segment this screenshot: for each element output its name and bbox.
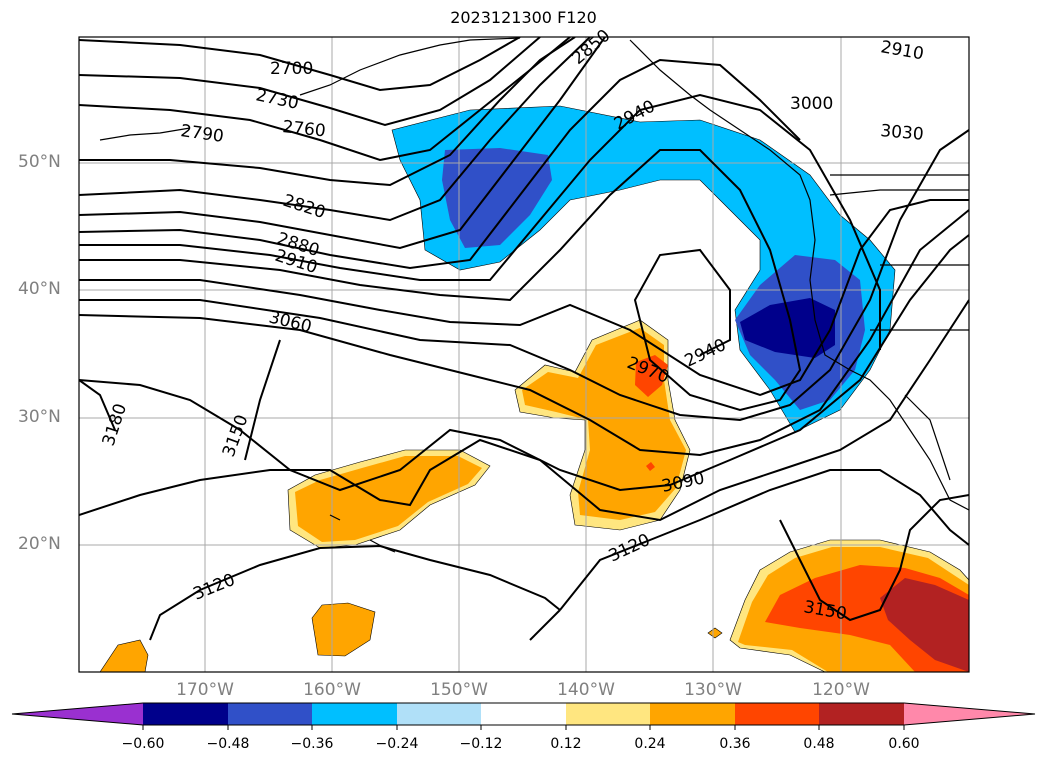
positive-region-medium bbox=[522, 328, 686, 520]
lon-label: 120°W bbox=[812, 680, 870, 700]
contour-label: 3120 bbox=[190, 570, 238, 605]
contour-label: 3120 bbox=[606, 530, 654, 566]
colorbar-bin bbox=[397, 703, 481, 725]
colorbar-bin bbox=[143, 703, 228, 725]
contour-label: 2850 bbox=[568, 26, 614, 69]
map-frame bbox=[78, 36, 970, 673]
lon-label: 140°W bbox=[557, 680, 615, 700]
colorbar-tick-label: −0.48 bbox=[206, 736, 250, 752]
contour-label: 2910 bbox=[879, 37, 925, 64]
contour-label: 3060 bbox=[267, 307, 314, 337]
lon-label: 160°W bbox=[303, 680, 361, 700]
colorbar-tick-label: 0.24 bbox=[634, 736, 666, 752]
colorbar-tick-label: 0.60 bbox=[888, 736, 920, 752]
shading-layer bbox=[99, 105, 969, 672]
colorbar-bin bbox=[735, 703, 819, 725]
lon-label: 150°W bbox=[430, 680, 488, 700]
colorbar-bin bbox=[312, 703, 397, 725]
colorbar-tick-label: −0.60 bbox=[121, 736, 165, 752]
map-title: 2023121300 F120 bbox=[450, 8, 597, 27]
contour-label: 2730 bbox=[254, 85, 300, 114]
colorbar-bin bbox=[228, 703, 312, 725]
positive-region-medium bbox=[311, 602, 376, 657]
contour-label: 2820 bbox=[280, 191, 327, 223]
negative-region-dark bbox=[740, 298, 835, 358]
contour-label: 3180 bbox=[99, 401, 131, 448]
positive-region-strong bbox=[635, 355, 668, 397]
positive-region-strong bbox=[646, 462, 655, 471]
colorbar-tick-label: −0.36 bbox=[290, 736, 334, 752]
positive-region-medium bbox=[99, 639, 149, 672]
lat-label: 20°N bbox=[18, 534, 61, 554]
contour-label: 2790 bbox=[179, 121, 225, 147]
colorbar bbox=[11, 702, 1036, 730]
colorbar-tick-label: −0.24 bbox=[375, 736, 419, 752]
lat-label: 50°N bbox=[18, 152, 61, 172]
positive-region-medium bbox=[707, 627, 723, 639]
contour-label: 2940 bbox=[682, 335, 730, 371]
lon-label: 170°W bbox=[176, 680, 234, 700]
colorbar-bin bbox=[650, 703, 735, 725]
coastlines bbox=[99, 37, 969, 553]
lat-label: 30°N bbox=[18, 407, 61, 427]
colorbar-extend-low bbox=[12, 703, 143, 725]
contour-label: 2760 bbox=[281, 117, 326, 141]
lon-label: 130°W bbox=[684, 680, 742, 700]
colorbar-tick-label: 0.12 bbox=[550, 736, 582, 752]
negative-region-medium bbox=[442, 148, 552, 248]
contour-label: 3030 bbox=[880, 121, 925, 145]
colorbar-tick-label: 0.36 bbox=[719, 736, 751, 752]
contour-label: 3000 bbox=[790, 94, 833, 114]
colorbar-extend-high bbox=[904, 703, 1035, 725]
positive-region-very-strong bbox=[880, 578, 969, 672]
lat-label: 40°N bbox=[18, 279, 61, 299]
graticule bbox=[79, 37, 969, 672]
contour-label: 2700 bbox=[270, 59, 313, 79]
colorbar-tick-label: 0.48 bbox=[803, 736, 835, 752]
height-contours bbox=[79, 37, 969, 641]
colorbar-tick-label: −0.12 bbox=[459, 736, 503, 752]
colorbar-bin bbox=[819, 703, 904, 725]
colorbar-bin bbox=[566, 703, 650, 725]
colorbar-bin bbox=[481, 703, 566, 725]
